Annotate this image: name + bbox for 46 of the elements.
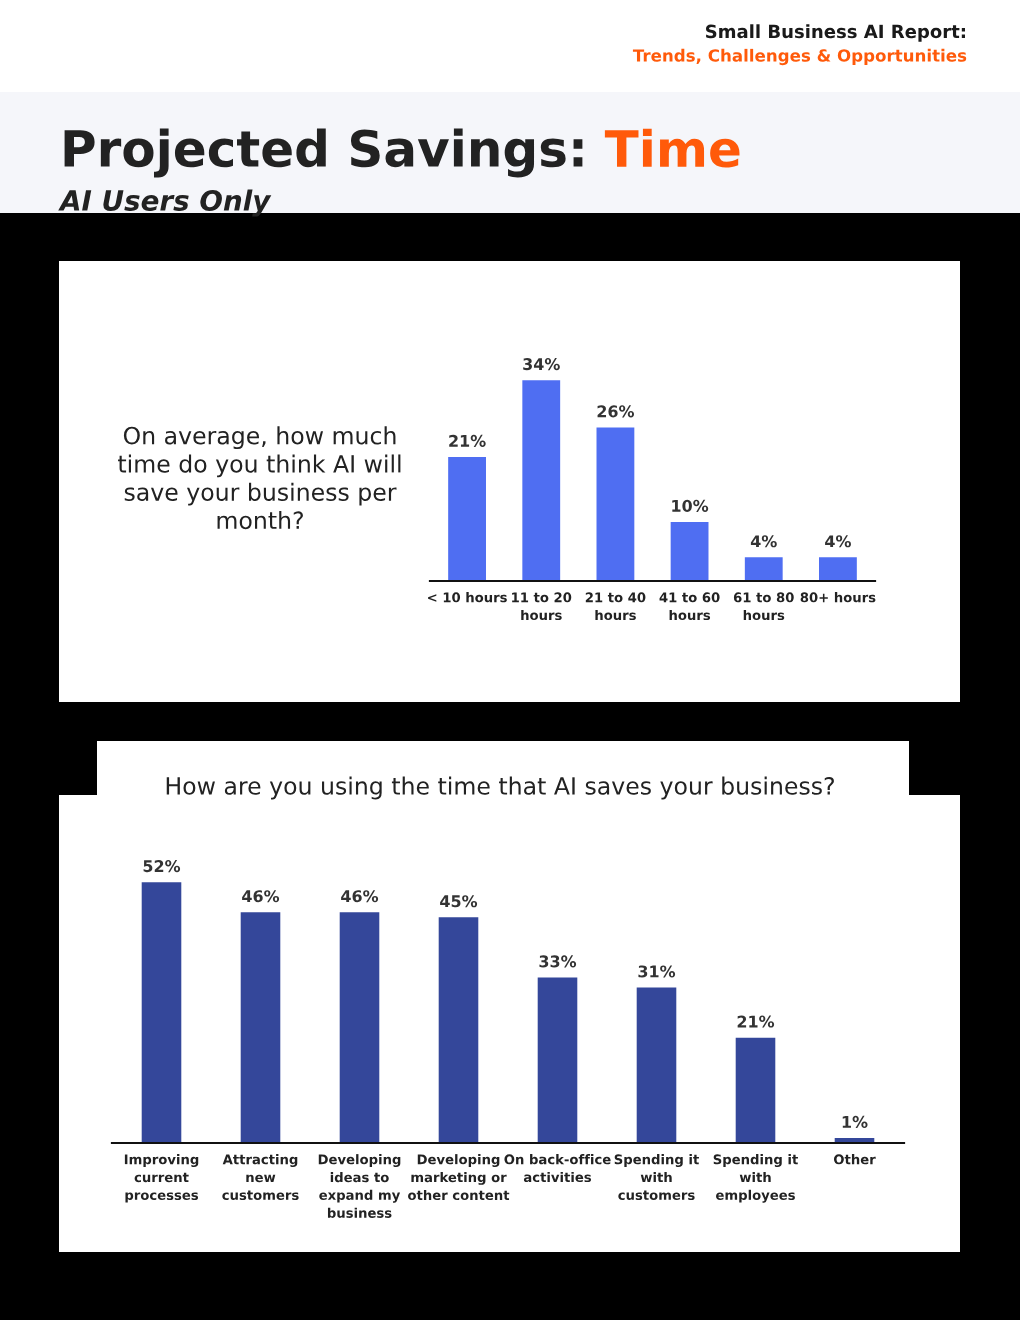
bar: [735, 1037, 776, 1143]
bar: [240, 912, 281, 1143]
data-label: 46%: [242, 890, 280, 903]
bar: [744, 557, 783, 581]
bar: [339, 912, 380, 1143]
text: Trends, Challenges & Opportunities: [632, 48, 967, 66]
x-tick-label: 11 to 20 hours: [512, 592, 572, 621]
bar: [141, 882, 182, 1143]
x-tick-label: 61 to 80 hours: [733, 592, 794, 621]
x-tick-label: Attracting new customers: [222, 1154, 299, 1200]
data-label: 4%: [750, 535, 777, 548]
text: On average, how much time do you think AI will save your business per month?: [118, 426, 401, 530]
text: Time: [604, 128, 740, 168]
text: Projected Savings:: [64, 128, 583, 178]
x-tick-label: < 10 hours: [428, 592, 507, 603]
data-label: 46%: [341, 890, 379, 903]
data-label: 31%: [638, 965, 676, 978]
x-tick-label: 21 to 40 hours: [585, 592, 646, 621]
data-label: 45%: [440, 895, 478, 908]
bar: [522, 380, 561, 581]
data-label: 34%: [523, 358, 560, 371]
data-label: 10%: [672, 499, 709, 512]
chart-title: How are you using the time that AI saves your business?: [166, 776, 834, 800]
data-label: 52%: [143, 860, 181, 873]
bar: [537, 977, 578, 1143]
x-tick-label: Developing ideas to expand my business: [318, 1154, 401, 1218]
data-label: 1%: [842, 1115, 868, 1128]
x-tick-label: Spending it with employees: [713, 1154, 798, 1203]
data-label: 33%: [539, 955, 577, 968]
bar: [438, 917, 479, 1143]
bar: [670, 521, 709, 581]
text: Small Business AI Report:: [705, 24, 965, 42]
x-tick-label: Spending it with customers: [614, 1154, 699, 1200]
bar: [596, 427, 635, 581]
x-tick-label: Improving current processes: [124, 1154, 199, 1203]
data-label: 21%: [737, 1015, 775, 1028]
data-label: 4%: [825, 535, 851, 548]
x-tick-label: Other: [833, 1154, 876, 1165]
data-label: 21%: [449, 434, 486, 447]
data-label: 26%: [597, 405, 635, 418]
x-tick-label: 41 to 60 hours: [659, 592, 720, 621]
bar: [448, 456, 486, 581]
bar: [819, 557, 857, 581]
x-tick-label: 80+ hours: [800, 592, 876, 603]
bar: [636, 987, 677, 1143]
text: AI Users Only: [58, 189, 272, 217]
